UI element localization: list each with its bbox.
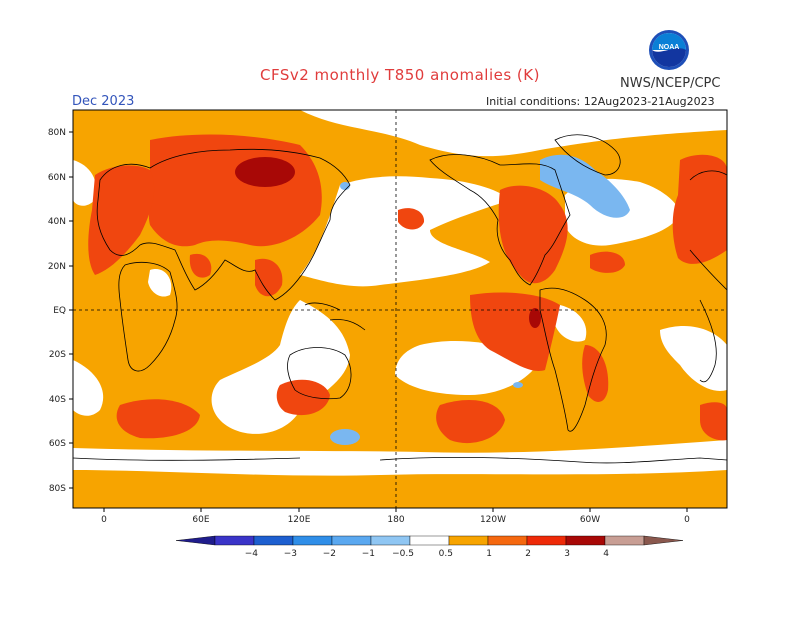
colorbar-arrow-high bbox=[643, 535, 684, 546]
colorbar-swatch bbox=[331, 535, 372, 546]
colorbar-label: 4 bbox=[603, 549, 609, 559]
colorbar-label: 2 bbox=[525, 549, 531, 559]
warm-regions bbox=[88, 134, 727, 444]
coastlines bbox=[73, 134, 727, 464]
colorbar-label: −2 bbox=[323, 549, 336, 559]
cold-regions bbox=[330, 154, 630, 445]
colorbar-swatch bbox=[448, 535, 489, 546]
lon-label: 60W bbox=[580, 515, 600, 525]
colorbar-arrow-low bbox=[175, 535, 216, 546]
lon-label: 0 bbox=[684, 515, 690, 525]
lat-label: 40N bbox=[48, 217, 66, 227]
page-title: CFSv2 monthly T850 anomalies (K) bbox=[260, 66, 540, 84]
colorbar-label: −3 bbox=[284, 549, 297, 559]
lon-label: 60E bbox=[192, 515, 209, 525]
strong-warm-regions bbox=[235, 157, 541, 328]
colorbar-label: 0.5 bbox=[439, 549, 453, 559]
forecast-period: Dec 2023 bbox=[72, 94, 135, 109]
lat-label: 60N bbox=[48, 173, 66, 183]
logo-text: NOAA bbox=[659, 44, 680, 51]
lon-label: 120W bbox=[480, 515, 506, 525]
lon-label: 0 bbox=[101, 515, 107, 525]
colorbar-label: 3 bbox=[564, 549, 570, 559]
colorbar-swatch bbox=[409, 535, 450, 546]
map-frame bbox=[72, 109, 728, 509]
colorbar-label: −0.5 bbox=[392, 549, 414, 559]
colorbar-swatch bbox=[253, 535, 294, 546]
colorbar: −4 −3 −2 −1 −0.5 0.5 1 2 3 4 bbox=[175, 535, 684, 559]
colorbar-swatch bbox=[565, 535, 606, 546]
lat-label: EQ bbox=[53, 306, 66, 316]
lon-label: 180 bbox=[387, 515, 404, 525]
colorbar-swatch bbox=[487, 535, 528, 546]
noaa-logo: NOAA bbox=[649, 30, 689, 70]
lon-label: 120E bbox=[288, 515, 311, 525]
lat-label: 20S bbox=[49, 350, 66, 360]
initial-conditions: Initial conditions: 12Aug2023-21Aug2023 bbox=[486, 95, 715, 108]
longitude-axis: 0 60E 120E 180 120W 60W 0 bbox=[101, 508, 690, 525]
colorbar-label: 1 bbox=[486, 549, 492, 559]
reference-lines bbox=[73, 110, 727, 508]
colorbar-label: −4 bbox=[245, 549, 259, 559]
lat-label: 60S bbox=[49, 439, 66, 449]
colorbar-swatch bbox=[604, 535, 645, 546]
colorbar-swatch bbox=[292, 535, 333, 546]
colorbar-swatch bbox=[370, 535, 411, 546]
latitude-axis: 80N 60N 40N 20N EQ 20S 40S 60S 80S bbox=[48, 128, 73, 494]
agency-label: NWS/NCEP/CPC bbox=[620, 76, 721, 91]
colorbar-label: −1 bbox=[362, 549, 375, 559]
lat-label: 80S bbox=[49, 484, 66, 494]
colorbar-swatch bbox=[214, 535, 255, 546]
lat-label: 40S bbox=[49, 395, 66, 405]
colorbar-swatch bbox=[526, 535, 567, 546]
lat-label: 80N bbox=[48, 128, 66, 138]
lat-label: 20N bbox=[48, 262, 66, 272]
map-field bbox=[73, 110, 727, 508]
